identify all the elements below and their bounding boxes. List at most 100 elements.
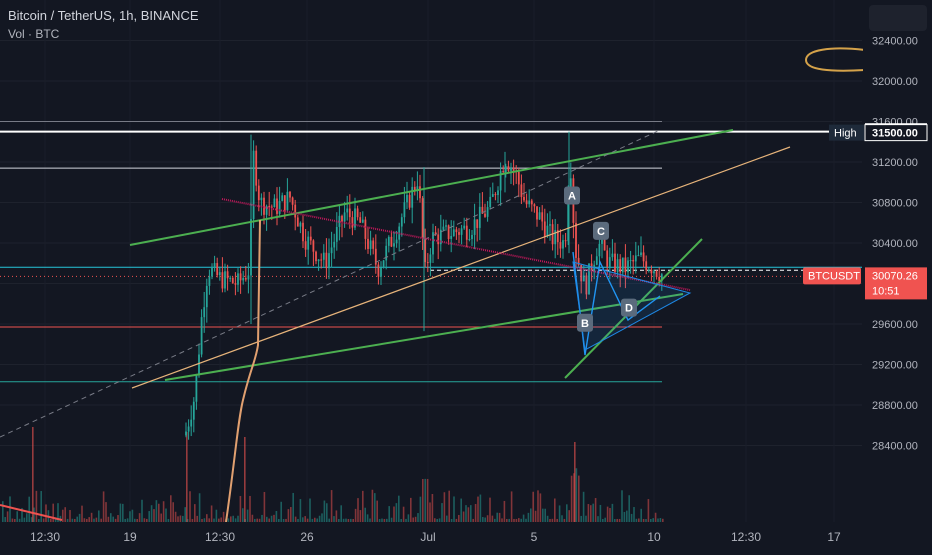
volume-bar — [299, 499, 302, 522]
volume-bar — [71, 518, 74, 522]
volume-bar — [105, 502, 107, 522]
candle-body — [489, 196, 492, 208]
candle-body — [520, 184, 523, 198]
price-tick-label: 28400.00 — [872, 441, 918, 453]
volume-bar — [107, 516, 110, 522]
volume-bar — [561, 515, 563, 522]
volume-bar — [26, 513, 28, 522]
candle-body — [380, 267, 382, 277]
volume-bar — [148, 511, 150, 522]
volume-bar — [98, 510, 100, 522]
volume-bar — [275, 511, 278, 522]
toolbar-button[interactable] — [869, 5, 927, 31]
volume-bar — [21, 508, 23, 522]
volume-bar — [443, 492, 446, 522]
volume-bar — [542, 508, 544, 522]
candle-body — [426, 262, 429, 264]
candle-body — [226, 271, 229, 279]
channel-lower-line — [164, 293, 684, 381]
candle-body — [192, 401, 195, 420]
volume-bar — [158, 503, 160, 522]
candle-body — [450, 235, 453, 239]
time-tick-label: 5 — [531, 530, 538, 544]
volume-bar — [549, 518, 551, 522]
candle-body — [611, 253, 614, 258]
candle-body — [660, 274, 663, 282]
volume-bar — [590, 505, 592, 522]
price-tag-text: 31500.00 — [872, 128, 918, 140]
volume-bar — [78, 513, 81, 522]
volume-bar — [227, 518, 230, 522]
volume-bar — [30, 517, 33, 522]
volume-bar — [366, 514, 369, 522]
time-axis[interactable]: 12:30 19 12:30 26 Jul 5 10 12:30 17 — [0, 522, 932, 550]
volume-bar — [270, 515, 273, 522]
volume-bar — [357, 498, 359, 522]
volume-bar — [266, 516, 268, 522]
trend-line — [131, 146, 791, 389]
volume-bar — [242, 508, 244, 522]
price-tick-label: 32400.00 — [872, 36, 918, 48]
volume-bar — [244, 437, 246, 522]
volume-bar — [539, 493, 542, 522]
candle-body — [372, 240, 375, 249]
candle-body — [302, 222, 304, 242]
volume-bar — [369, 518, 371, 522]
volume-legend[interactable]: Vol · BTC — [8, 27, 60, 41]
candle-body — [185, 431, 187, 436]
volume-bar — [280, 501, 282, 522]
volume-bar — [618, 518, 621, 522]
candle-body — [364, 219, 367, 239]
candle-body — [499, 171, 502, 191]
volume-bar — [237, 515, 239, 522]
candle-body — [556, 230, 559, 243]
candle-body — [421, 198, 424, 239]
time-tick-label: 26 — [300, 530, 314, 544]
volume-bar — [436, 519, 438, 522]
volume-bar — [268, 518, 270, 522]
volume-bar — [93, 518, 95, 522]
volume-bar — [220, 517, 222, 522]
time-axis-bg — [0, 522, 932, 550]
volume-bar — [306, 518, 309, 522]
price-tag-label-box — [803, 267, 861, 285]
point-label-box — [621, 298, 637, 317]
candle-body — [335, 226, 338, 242]
candle-body — [653, 271, 655, 274]
volume-bar — [9, 496, 11, 522]
price-tag-box — [864, 124, 928, 142]
candle-body — [341, 215, 343, 222]
price-tick-label: 32000.00 — [872, 76, 918, 88]
volume-bar — [124, 518, 126, 522]
candle-body — [395, 239, 398, 244]
candle-body — [289, 191, 291, 198]
volume-bar — [28, 496, 30, 522]
candle-body — [359, 217, 362, 223]
volume-bar — [74, 518, 76, 522]
volume-bar — [510, 491, 513, 522]
volume-bar — [249, 495, 251, 522]
candle-body — [510, 167, 512, 171]
candle-body — [637, 255, 640, 257]
candle-body — [320, 259, 323, 261]
candle-body — [276, 198, 278, 214]
volume-bar — [412, 517, 414, 522]
candle-body — [502, 171, 505, 173]
volume-bar — [578, 475, 580, 522]
candle-body — [624, 257, 627, 273]
candle-body — [471, 234, 473, 240]
volume-bar — [174, 511, 177, 522]
volume-bar — [122, 503, 124, 522]
candle-body — [387, 236, 390, 246]
candle-body — [221, 272, 224, 289]
price-tag-text: 30070.26 — [872, 270, 918, 282]
symbol-title[interactable]: Bitcoin / TetherUS, 1h, BINANCE — [8, 8, 199, 23]
price-axis[interactable]: 32400.0032000.0031600.0031200.0030800.00… — [863, 0, 932, 522]
candle-body — [257, 185, 260, 201]
loop-drawing — [804, 47, 866, 72]
candle-body — [458, 232, 460, 235]
candle-body — [403, 202, 406, 218]
volume-bar — [501, 518, 503, 522]
